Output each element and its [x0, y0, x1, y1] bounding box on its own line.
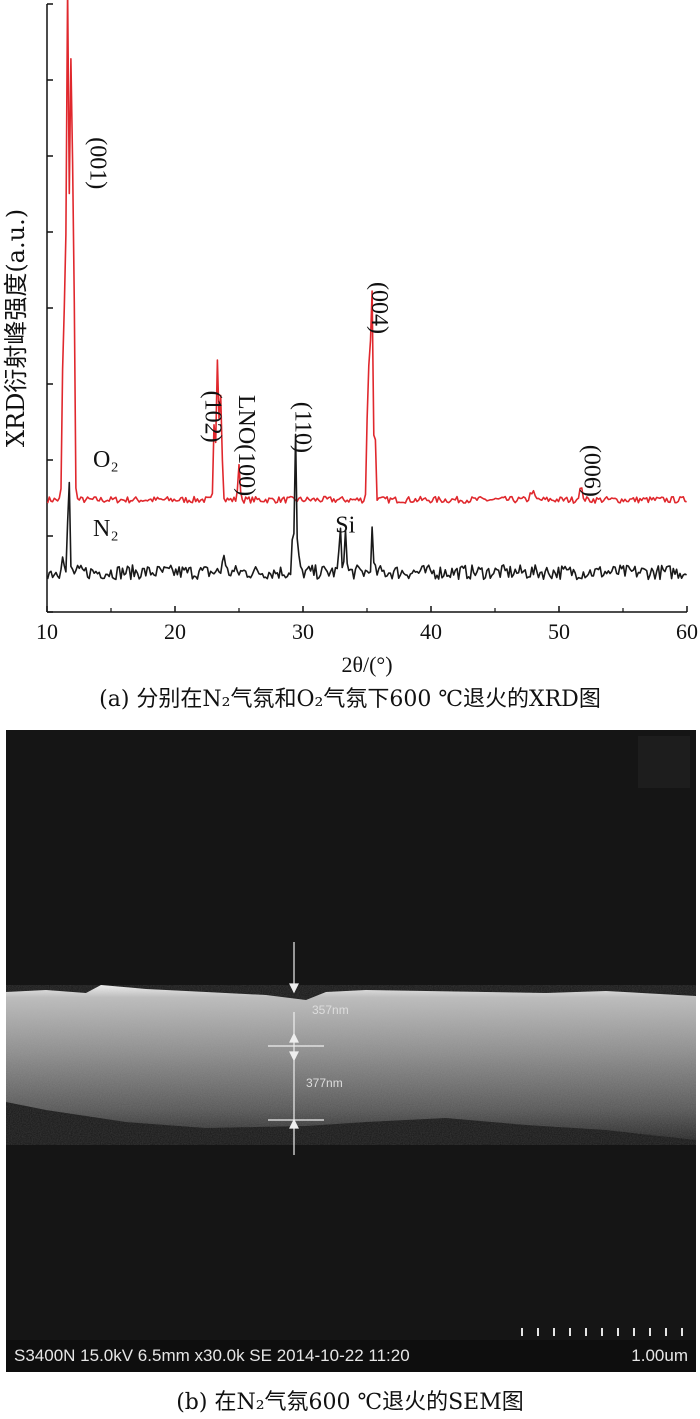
xrd-chart: 10 20 30 40 50 60 2θ/(°) XRD衍射峰强度(a.u.) (001) (1…	[2, 0, 698, 677]
x-tick-label: 40	[420, 619, 442, 644]
chart-series	[46, 0, 687, 581]
peak-label: O₂	[93, 447, 119, 473]
sem-footer	[6, 1340, 696, 1372]
sem-measure-label-2: 377nm	[306, 1076, 343, 1090]
chart-axes: 10 20 30 40 50 60 2θ/(°) XRD衍射峰强度(a.u.)	[2, 3, 698, 677]
sem-scale-bar	[521, 1328, 683, 1336]
x-axis-label: 2θ/(°)	[341, 652, 392, 677]
x-tick-label: 20	[164, 619, 186, 644]
sem-image: 357nm 377nm S3400N 15.0kV 6.5mm x30.0k S…	[6, 730, 696, 1372]
chart-labels: (001) (102) LNO(100) (110) (004) (006) Si O₂ N₂	[85, 137, 605, 542]
x-tick-label: 30	[292, 619, 314, 644]
series-line-0	[46, 0, 687, 504]
peak-label: N₂	[93, 516, 119, 542]
series-line-1	[46, 433, 687, 581]
sem-measure-marks	[268, 942, 324, 1155]
peak-label: (001)	[85, 137, 111, 189]
sem-scale-label: 1.00um	[631, 1346, 688, 1365]
x-tick-label: 60	[676, 619, 698, 644]
caption-a: (a) 分别在N₂气氛和O₂气氛下600 ℃退火的XRD图	[99, 687, 601, 712]
x-tick-label: 10	[36, 619, 58, 644]
sem-marker-box	[638, 736, 690, 788]
peak-label: Si	[335, 512, 355, 538]
peak-label: (004)	[366, 282, 392, 334]
peak-label: (110)	[289, 402, 315, 453]
caption-b: (b) 在N₂气氛600 ℃退火的SEM图	[176, 1390, 524, 1415]
peak-label: (102)	[200, 391, 226, 443]
peak-label: (006)	[579, 445, 605, 497]
sem-info-text: S3400N 15.0kV 6.5mm x30.0k SE 2014-10-22…	[14, 1346, 410, 1365]
x-tick-label: 50	[548, 619, 570, 644]
sem-measure-label-1: 357nm	[312, 1003, 349, 1017]
y-axis-label: XRD衍射峰强度(a.u.)	[2, 209, 30, 447]
peak-label: LNO(100)	[233, 395, 259, 496]
